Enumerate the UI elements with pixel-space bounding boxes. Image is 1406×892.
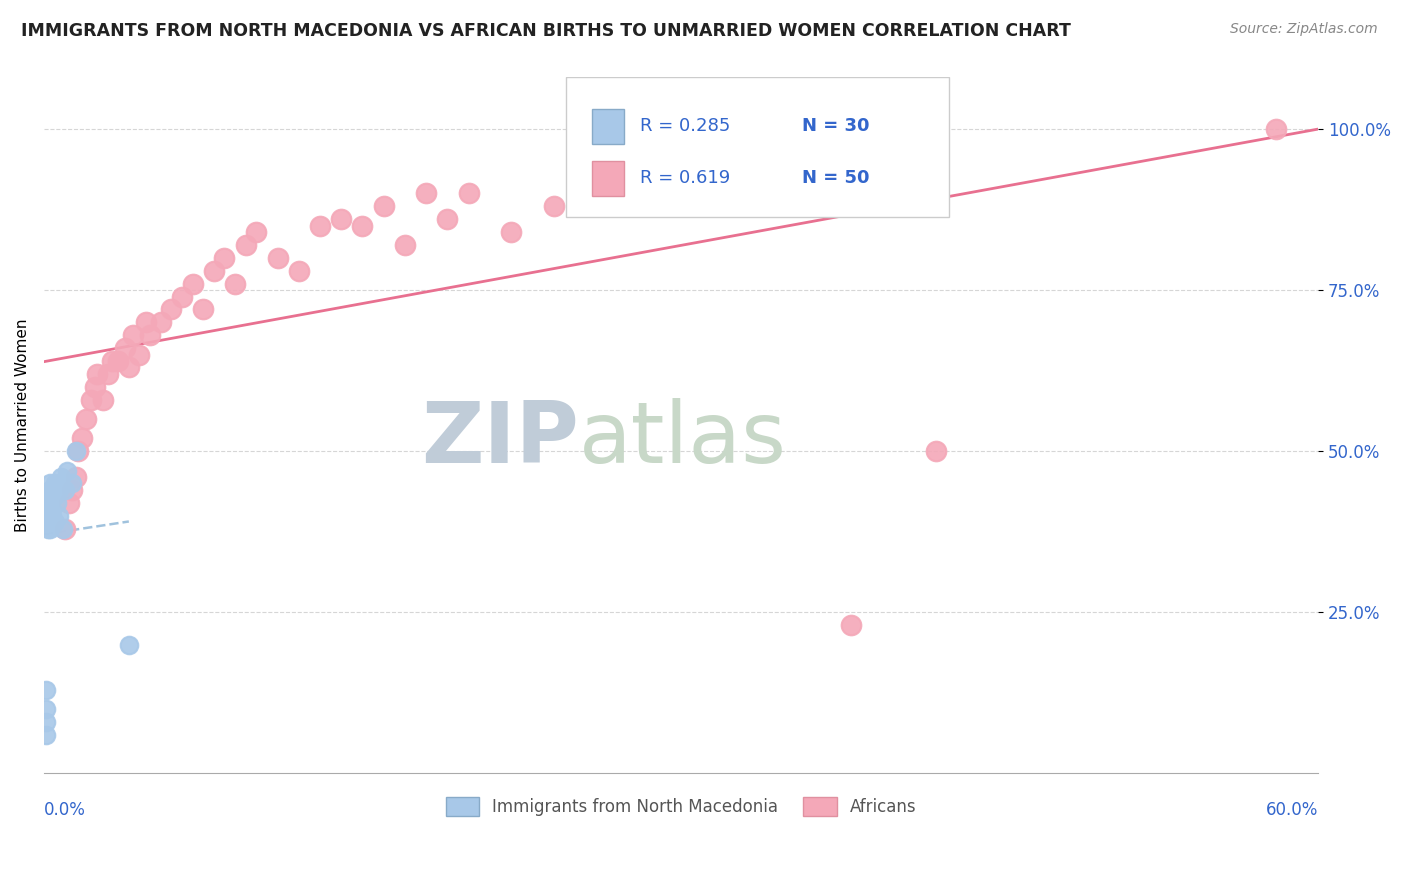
Point <box>35 702 58 716</box>
Point <box>66 444 89 458</box>
Point <box>39 522 62 536</box>
Y-axis label: Births to Unmarried Women: Births to Unmarried Women <box>15 318 30 533</box>
Point <box>44 515 66 529</box>
Point <box>48 508 70 523</box>
Point <box>44 476 66 491</box>
Point <box>415 186 437 201</box>
Point <box>585 173 607 187</box>
Point <box>45 496 67 510</box>
Point <box>41 502 63 516</box>
Text: R = 0.619: R = 0.619 <box>640 169 731 187</box>
Point <box>501 225 523 239</box>
Point <box>65 470 87 484</box>
Point <box>83 380 105 394</box>
Point <box>35 728 58 742</box>
Point <box>352 219 374 233</box>
Text: 0.0%: 0.0% <box>44 801 86 819</box>
Point <box>41 483 63 497</box>
Point <box>1264 122 1286 136</box>
Point <box>101 354 124 368</box>
Point <box>79 392 101 407</box>
Point <box>776 161 799 175</box>
FancyBboxPatch shape <box>567 78 949 217</box>
Point <box>97 367 120 381</box>
Point <box>330 212 353 227</box>
Point <box>128 347 150 361</box>
Point <box>925 444 948 458</box>
Text: 60.0%: 60.0% <box>1265 801 1319 819</box>
Point <box>627 186 650 201</box>
Text: N = 50: N = 50 <box>803 169 870 187</box>
Point <box>122 328 145 343</box>
Point <box>457 186 479 201</box>
Point <box>713 199 735 213</box>
Text: Source: ZipAtlas.com: Source: ZipAtlas.com <box>1230 22 1378 37</box>
Point <box>181 277 204 291</box>
Point <box>149 315 172 329</box>
Legend: Immigrants from North Macedonia, Africans: Immigrants from North Macedonia, African… <box>437 789 925 824</box>
Point <box>436 212 458 227</box>
Text: ZIP: ZIP <box>422 398 579 481</box>
Point <box>118 360 141 375</box>
Point <box>60 483 83 497</box>
Point <box>39 489 62 503</box>
Point <box>60 476 83 491</box>
Point <box>37 508 59 523</box>
Text: IMMIGRANTS FROM NORTH MACEDONIA VS AFRICAN BIRTHS TO UNMARRIED WOMEN CORRELATION: IMMIGRANTS FROM NORTH MACEDONIA VS AFRIC… <box>21 22 1071 40</box>
Point <box>45 483 67 497</box>
Point <box>309 219 332 233</box>
FancyBboxPatch shape <box>592 109 624 144</box>
Point <box>543 199 565 213</box>
Point <box>86 367 108 381</box>
Point <box>37 522 59 536</box>
Point <box>235 238 257 252</box>
Point <box>70 431 93 445</box>
Point <box>49 470 72 484</box>
Point <box>170 289 193 303</box>
Point <box>266 251 288 265</box>
Point <box>202 264 225 278</box>
Text: N = 30: N = 30 <box>803 117 870 136</box>
Point <box>93 392 115 407</box>
Point <box>114 341 136 355</box>
Point <box>287 264 309 278</box>
Point <box>44 489 66 503</box>
Point <box>35 682 58 697</box>
Point <box>53 522 76 536</box>
Point <box>245 225 267 239</box>
FancyBboxPatch shape <box>592 161 624 195</box>
Text: atlas: atlas <box>579 398 787 481</box>
Point <box>37 489 59 503</box>
Point <box>135 315 157 329</box>
Point <box>107 354 129 368</box>
Point <box>56 464 79 478</box>
Point <box>48 483 70 497</box>
Point <box>39 476 62 491</box>
Point <box>41 508 63 523</box>
Point <box>839 618 862 632</box>
Point <box>669 173 692 187</box>
Point <box>394 238 416 252</box>
Point <box>139 328 162 343</box>
Point <box>39 502 62 516</box>
Point <box>214 251 236 265</box>
Point <box>65 444 87 458</box>
Point <box>39 483 62 497</box>
Point <box>224 277 246 291</box>
Point <box>37 502 59 516</box>
Point <box>373 199 395 213</box>
Point <box>53 483 76 497</box>
Text: R = 0.285: R = 0.285 <box>640 117 731 136</box>
Point <box>160 302 183 317</box>
Point <box>58 496 80 510</box>
Point <box>52 522 75 536</box>
Point <box>118 638 141 652</box>
Point <box>35 714 58 729</box>
Point <box>193 302 215 317</box>
Point <box>75 412 97 426</box>
